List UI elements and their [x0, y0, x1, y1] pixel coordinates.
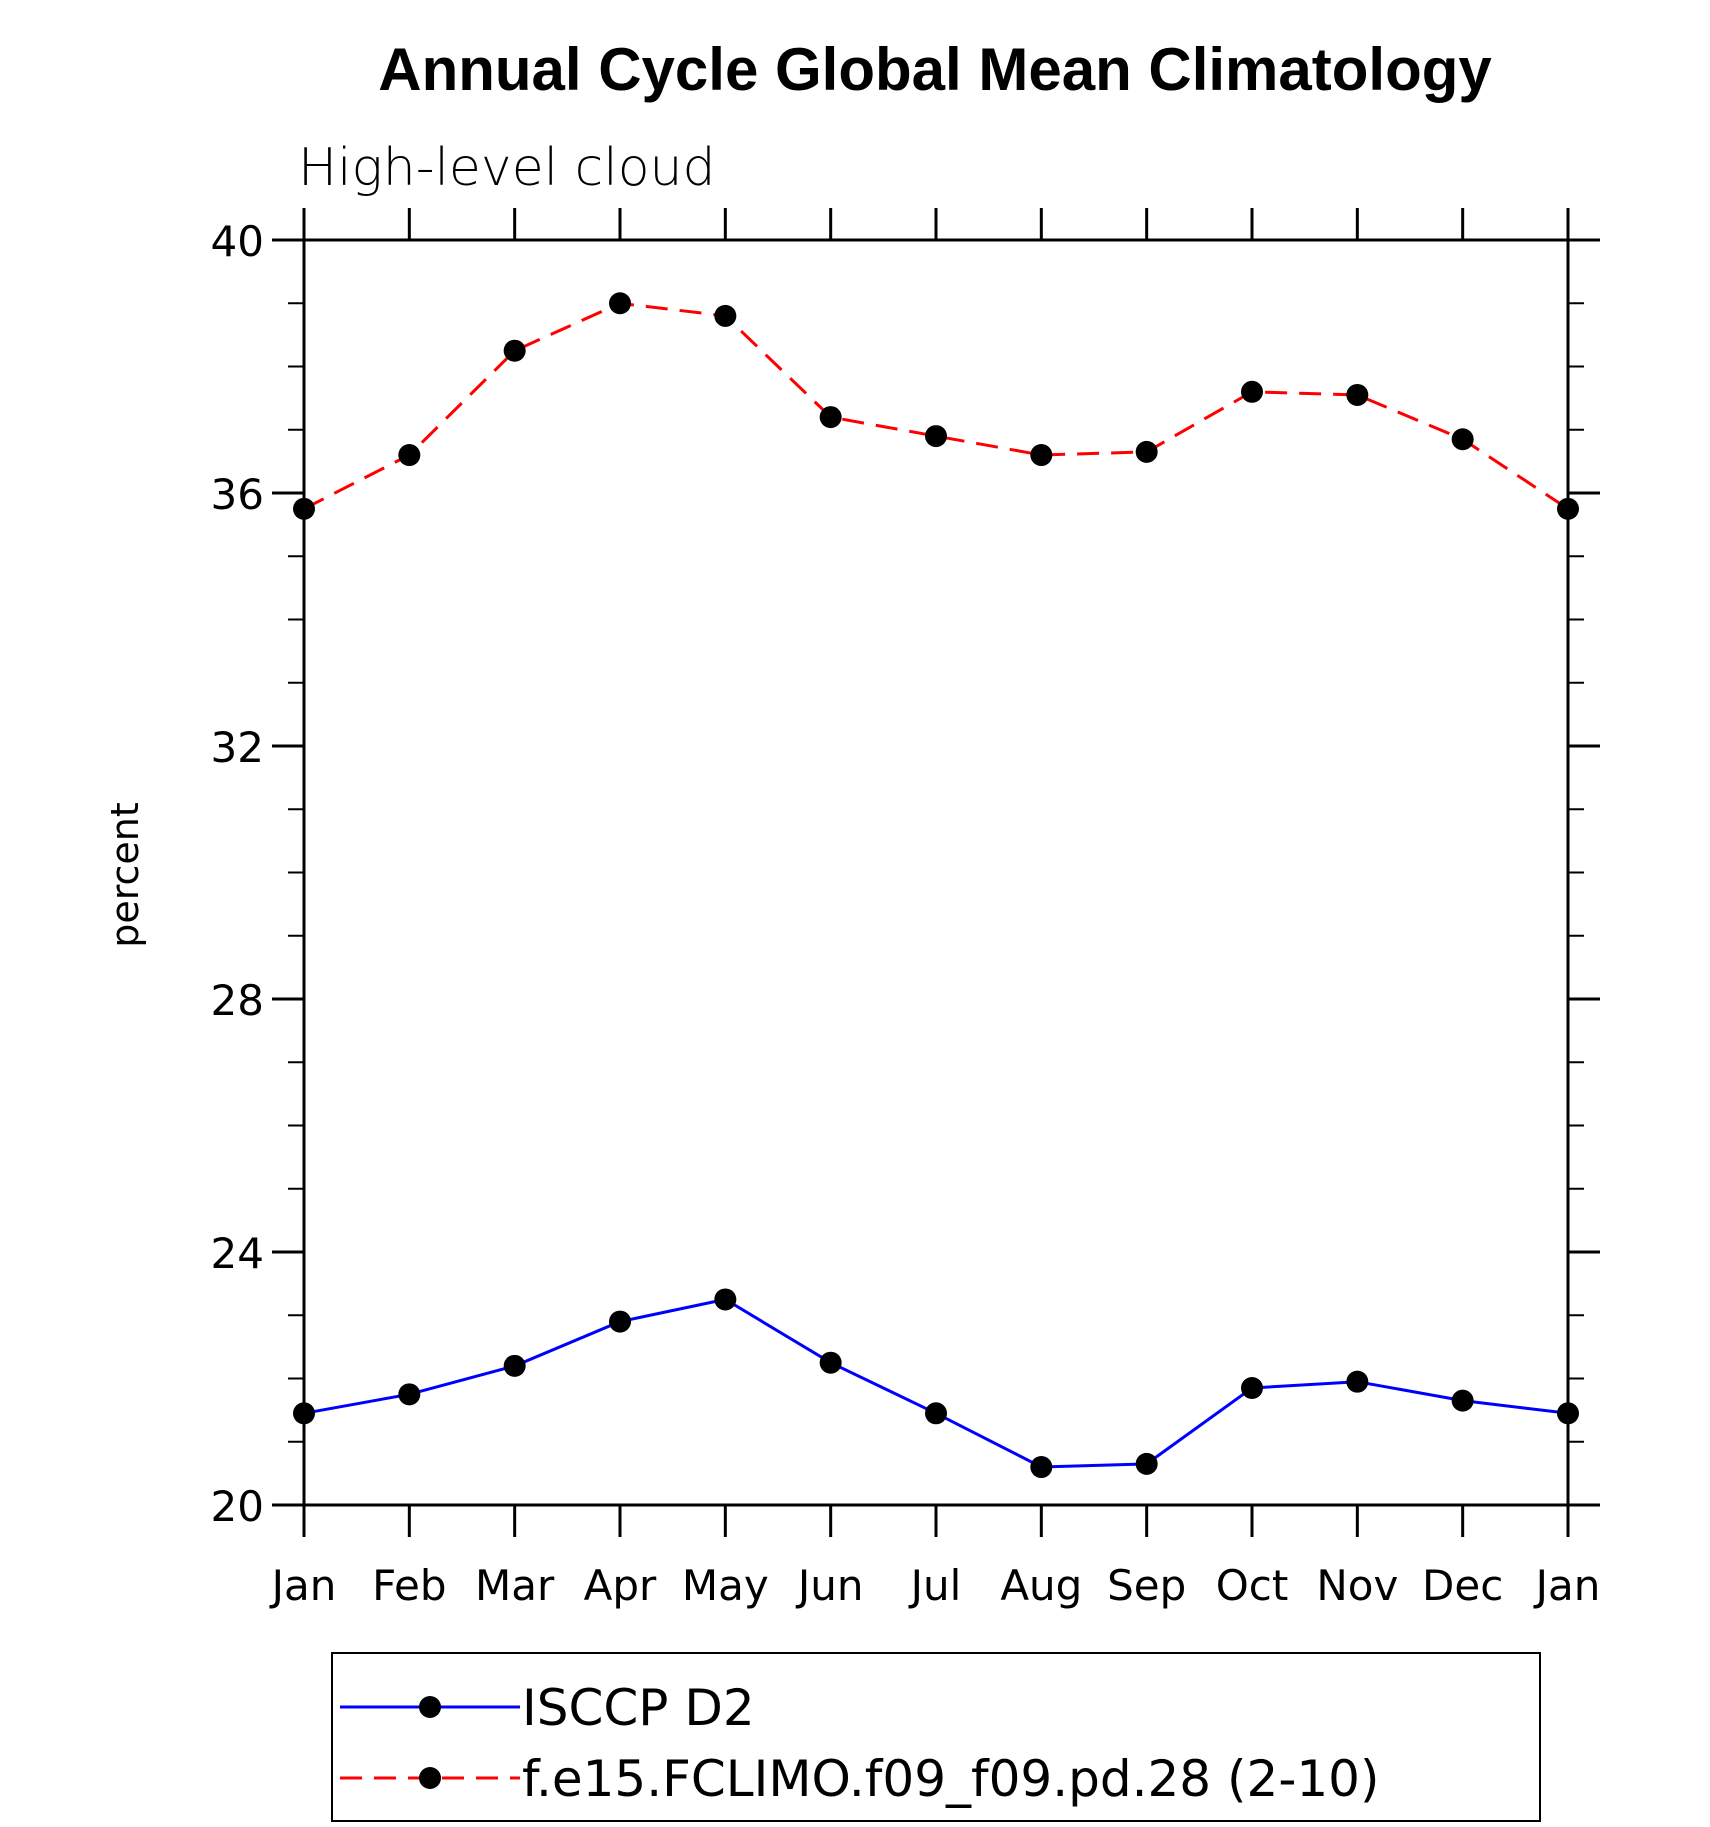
data-point	[1241, 380, 1263, 403]
legend-marker	[419, 1767, 441, 1789]
data-point	[1557, 1402, 1579, 1425]
data-point	[1451, 428, 1474, 451]
x-tick-label: Sep	[1107, 1561, 1186, 1610]
data-point	[1451, 1389, 1474, 1412]
data-point	[925, 425, 947, 448]
y-tick-label: 24	[211, 1229, 264, 1278]
data-point	[1346, 383, 1369, 406]
x-tick-label: Dec	[1422, 1561, 1503, 1610]
y-tick-label: 32	[211, 723, 264, 772]
legend-label: f.e15.FCLIMO.f09_f09.pd.28 (2-10)	[522, 1750, 1380, 1808]
data-point	[503, 1354, 526, 1377]
data-point	[503, 339, 526, 362]
y-tick-label: 28	[211, 976, 264, 1025]
data-point	[819, 406, 842, 429]
chart-title: Annual Cycle Global Mean Climatology	[378, 36, 1492, 103]
series-line	[303, 1297, 1569, 1469]
y-tick-label: 20	[211, 1482, 264, 1531]
x-tick-label: May	[682, 1561, 769, 1610]
data-point	[293, 1402, 315, 1425]
x-tick-label: Oct	[1216, 1561, 1289, 1610]
data-point	[714, 304, 737, 327]
series-line	[303, 301, 1569, 511]
series-1	[293, 292, 1579, 520]
data-point	[1135, 1452, 1158, 1475]
x-tick-label: Nov	[1316, 1561, 1398, 1610]
data-point	[1346, 1370, 1369, 1393]
legend-box	[331, 1652, 1541, 1822]
x-tick-label: Jan	[269, 1561, 337, 1610]
x-tick-label: Jun	[795, 1561, 864, 1610]
x-tick-label: Jul	[908, 1561, 962, 1610]
data-point	[609, 1310, 631, 1333]
y-tick-label: 36	[211, 470, 264, 519]
data-point	[1241, 1376, 1263, 1399]
axes: Jan Feb Mar Apr May Jun Jul Aug Sep Oct Nov Dec Jan2…	[211, 208, 1601, 1610]
data-point	[293, 497, 315, 520]
series-0	[293, 1288, 1579, 1479]
data-point	[398, 444, 421, 467]
data-point	[1030, 444, 1053, 467]
legend-marker	[419, 1696, 441, 1718]
x-tick-label: Mar	[475, 1561, 555, 1610]
data-point	[609, 292, 631, 315]
x-tick-label: Feb	[372, 1561, 446, 1610]
legend: ISCCP D2 f.e15.FCLIMO.f09_f09.pd.28 (2-10…	[331, 1652, 1541, 1822]
data-point	[925, 1402, 947, 1425]
data-point	[819, 1351, 842, 1374]
legend-label: ISCCP D2	[522, 1679, 755, 1737]
y-axis-label: percent	[103, 802, 147, 948]
data-point	[714, 1288, 737, 1311]
data-point	[398, 1383, 421, 1406]
x-tick-label: Jan	[1533, 1561, 1601, 1610]
data-point	[1135, 440, 1158, 463]
x-tick-label: Apr	[584, 1561, 657, 1610]
x-tick-label: Aug	[1000, 1561, 1082, 1610]
y-tick-label: 40	[211, 217, 264, 266]
series-layer	[293, 292, 1579, 1479]
chart-subtitle: High-level cloud	[298, 138, 715, 198]
data-point	[1030, 1456, 1053, 1479]
data-point	[1557, 497, 1579, 520]
